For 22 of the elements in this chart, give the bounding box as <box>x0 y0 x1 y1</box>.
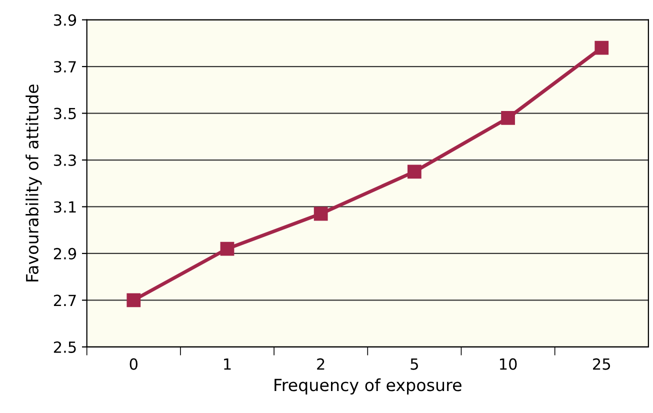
y-tick-label: 2.5 <box>54 341 76 353</box>
point <box>126 293 141 308</box>
point <box>407 164 422 179</box>
x-tick-label: 5 <box>410 358 418 370</box>
y-tick-label: 2.7 <box>54 294 76 306</box>
y-axis-title: Favourability of attitude <box>26 84 42 282</box>
y-tick-label: 3.1 <box>54 201 76 213</box>
x-tick-label: 2 <box>317 358 324 370</box>
point <box>594 40 609 55</box>
point <box>220 242 234 256</box>
point <box>314 206 328 221</box>
x-tick-label: 10 <box>500 358 517 370</box>
y-tick-label: 2.9 <box>54 248 76 260</box>
y-tick-label: 3.5 <box>54 108 76 120</box>
y-tick-label: 3.9 <box>54 14 76 26</box>
y-tick-label: 3.3 <box>54 154 76 166</box>
x-tick-label: 1 <box>224 358 231 370</box>
x-tick-label: 0 <box>130 358 138 370</box>
point <box>501 111 515 125</box>
x-axis-title: Frequency of exposure <box>274 378 462 395</box>
y-tick-label: 3.7 <box>54 61 76 73</box>
x-tick-label: 25 <box>593 358 610 370</box>
